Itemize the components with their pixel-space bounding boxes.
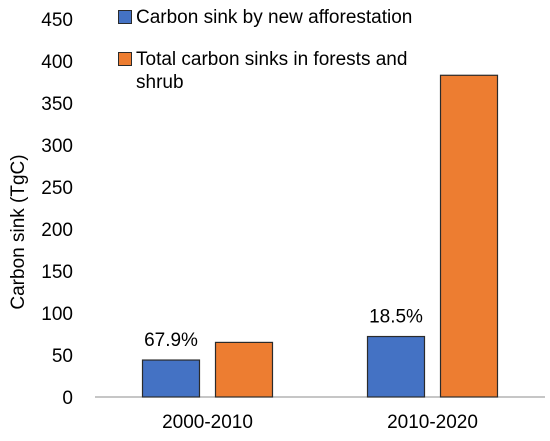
legend-label-total: Total carbon sinks in forests and shrub bbox=[136, 49, 408, 93]
x-category-label: 2010-2020 bbox=[387, 412, 478, 433]
bars bbox=[141, 74, 499, 398]
y-tick-label: 350 bbox=[41, 94, 73, 115]
bar-total-2010-2020 bbox=[439, 74, 499, 398]
y-tick-label: 50 bbox=[52, 346, 73, 367]
data-label: 18.5% bbox=[369, 307, 423, 328]
legend-item-total: Total carbon sinks in forests and shrub bbox=[118, 48, 448, 94]
x-category-label: 2000-2010 bbox=[162, 412, 253, 433]
bar-total-2000-2010 bbox=[214, 341, 274, 398]
y-tick-label: 300 bbox=[41, 136, 73, 157]
y-tick-label: 200 bbox=[41, 220, 73, 241]
legend-item-afforestation: Carbon sink by new afforestation bbox=[118, 6, 448, 29]
bar-afforestation-2010-2020 bbox=[366, 335, 426, 398]
y-tick-label: 100 bbox=[41, 304, 73, 325]
y-axis-ticks: 0 50 100 150 200 250 300 350 400 450 bbox=[41, 10, 73, 409]
y-tick-label: 150 bbox=[41, 262, 73, 283]
legend-swatch-total bbox=[118, 52, 132, 66]
y-tick-label: 450 bbox=[41, 10, 73, 31]
y-tick-label: 400 bbox=[41, 52, 73, 73]
data-label: 67.9% bbox=[144, 330, 198, 351]
y-tick-label: 250 bbox=[41, 178, 73, 199]
bar-afforestation-2000-2010 bbox=[141, 359, 201, 398]
legend-swatch-afforestation bbox=[118, 10, 132, 24]
legend: Carbon sink by new afforestation Total c… bbox=[118, 6, 448, 113]
y-axis-label: Carbon sink (TgC) bbox=[8, 154, 29, 309]
data-labels: 67.9% 18.5% bbox=[144, 307, 423, 352]
legend-label-afforestation: Carbon sink by new afforestation bbox=[136, 7, 413, 28]
y-tick-label: 0 bbox=[62, 388, 73, 409]
category-labels: 2000-2010 2010-2020 bbox=[162, 412, 478, 433]
